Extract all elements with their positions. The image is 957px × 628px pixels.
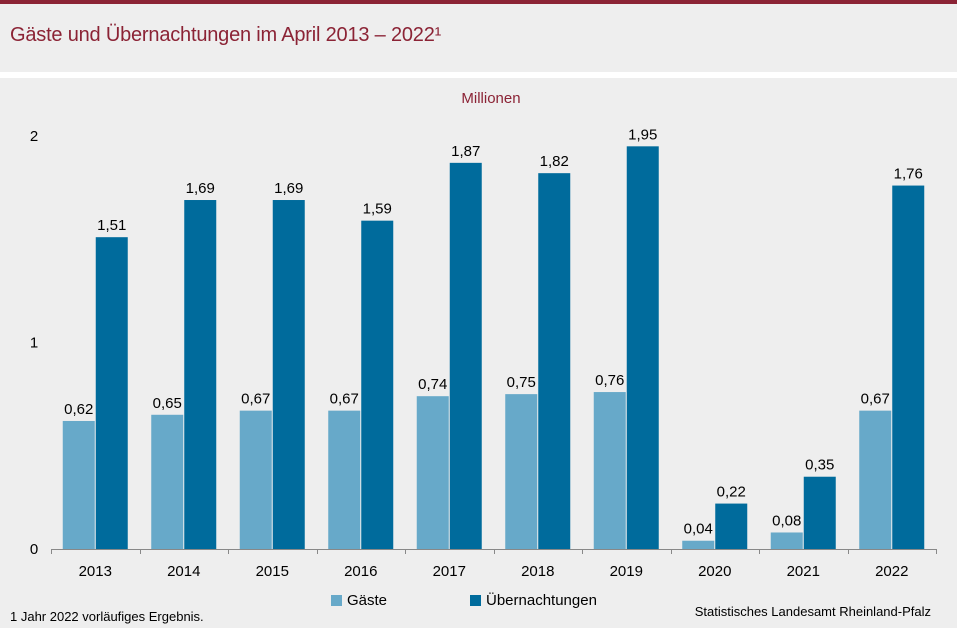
legend-swatch-uebernachtungen: [470, 595, 481, 606]
data-label-uebernachtungen-2018: 1,82: [540, 153, 569, 170]
bar-uebernachtungen-2018: [538, 173, 571, 550]
data-label-uebernachtungen-2022: 1,76: [894, 166, 923, 183]
bar-uebernachtungen-2017: [449, 162, 482, 549]
data-label-gaeste-2017: 0,74: [418, 376, 447, 393]
x-tick-label-2015: 2015: [256, 563, 289, 580]
data-label-gaeste-2019: 0,76: [595, 372, 624, 389]
data-label-uebernachtungen-2021: 0,35: [805, 457, 834, 474]
bar-gaeste-2015: [239, 410, 272, 549]
bar-uebernachtungen-2016: [361, 220, 394, 550]
top-accent-bar: [0, 0, 957, 4]
y-tick-label-1: 1: [30, 335, 38, 352]
footnote: 1 Jahr 2022 vorläufiges Ergebnis.: [10, 609, 204, 624]
legend-label-gaeste: Gäste: [347, 592, 388, 609]
bar-uebernachtungen-2013: [95, 237, 128, 549]
bar-gaeste-2013: [62, 420, 95, 549]
bar-uebernachtungen-2021: [803, 476, 836, 549]
unit-label: Millionen: [461, 90, 520, 107]
x-tick-label-2013: 2013: [79, 563, 112, 580]
bar-gaeste-2022: [859, 410, 892, 549]
bar-gaeste-2016: [328, 410, 361, 549]
legend-item-gaeste: Gäste: [331, 592, 387, 609]
data-label-uebernachtungen-2015: 1,69: [274, 180, 303, 197]
data-label-gaeste-2018: 0,75: [507, 374, 536, 391]
data-label-uebernachtungen-2019: 1,95: [628, 126, 657, 143]
bar-uebernachtungen-2019: [626, 146, 659, 549]
y-tick-label-2: 2: [30, 128, 38, 145]
data-label-uebernachtungen-2014: 1,69: [186, 180, 215, 197]
x-tick-label-2020: 2020: [698, 563, 731, 580]
y-tick-label-0: 0: [30, 541, 38, 558]
data-label-gaeste-2022: 0,67: [861, 391, 890, 408]
x-tick-label-2018: 2018: [521, 563, 554, 580]
x-tick-label-2016: 2016: [344, 563, 377, 580]
legend-swatch-gaeste: [331, 595, 342, 606]
data-label-uebernachtungen-2020: 0,22: [717, 484, 746, 501]
legend-item-uebernachtungen: Übernachtungen: [470, 592, 597, 609]
bar-gaeste-2018: [505, 394, 538, 549]
data-label-gaeste-2021: 0,08: [772, 512, 801, 529]
data-label-gaeste-2015: 0,67: [241, 391, 270, 408]
bar-uebernachtungen-2015: [272, 200, 305, 549]
data-label-uebernachtungen-2017: 1,87: [451, 143, 480, 160]
x-tick-label-2019: 2019: [610, 563, 643, 580]
data-label-gaeste-2013: 0,62: [64, 401, 93, 418]
chart-title: Gäste und Übernachtungen im April 2013 –…: [10, 24, 442, 46]
bar-gaeste-2014: [151, 414, 184, 549]
header-divider: [0, 72, 957, 78]
bar-gaeste-2020: [682, 540, 715, 549]
data-label-gaeste-2016: 0,67: [330, 391, 359, 408]
data-label-uebernachtungen-2016: 1,59: [363, 201, 392, 218]
bar-uebernachtungen-2020: [715, 503, 748, 549]
legend-label-uebernachtungen: Übernachtungen: [486, 592, 597, 609]
data-label-gaeste-2020: 0,04: [684, 521, 713, 538]
x-tick-label-2021: 2021: [787, 563, 820, 580]
source-credit: Statistisches Landesamt Rheinland-Pfalz: [694, 604, 931, 619]
data-label-uebernachtungen-2013: 1,51: [97, 217, 126, 234]
bar-gaeste-2017: [416, 396, 449, 549]
bar-uebernachtungen-2022: [892, 185, 925, 549]
x-tick-label-2017: 2017: [433, 563, 466, 580]
data-label-gaeste-2014: 0,65: [153, 395, 182, 412]
bar-gaeste-2019: [593, 392, 626, 549]
x-tick-label-2014: 2014: [167, 563, 200, 580]
x-tick-label-2022: 2022: [875, 563, 908, 580]
bar-gaeste-2021: [770, 532, 803, 549]
bar-uebernachtungen-2014: [184, 200, 217, 549]
